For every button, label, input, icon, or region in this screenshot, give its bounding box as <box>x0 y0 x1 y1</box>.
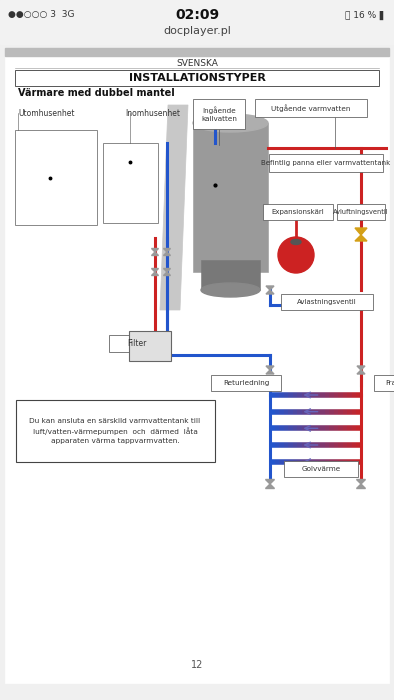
FancyBboxPatch shape <box>193 99 245 129</box>
FancyBboxPatch shape <box>129 331 171 361</box>
Polygon shape <box>355 228 367 235</box>
Text: INSTALLATIONSTYPER: INSTALLATIONSTYPER <box>128 73 266 83</box>
Text: Frami: Frami <box>385 380 394 386</box>
Polygon shape <box>266 366 274 370</box>
Polygon shape <box>152 269 158 272</box>
Polygon shape <box>266 290 274 294</box>
Text: Du kan ansluta en särskild varmvattentank till
luft/vatten-värmepumpen  och  där: Du kan ansluta en särskild varmvattentan… <box>30 418 201 444</box>
Text: Inomhusenhet: Inomhusenhet <box>125 108 180 118</box>
Polygon shape <box>266 286 274 290</box>
Ellipse shape <box>193 114 268 132</box>
FancyBboxPatch shape <box>211 375 281 391</box>
Text: 02:09: 02:09 <box>175 8 219 22</box>
FancyBboxPatch shape <box>15 130 97 225</box>
Polygon shape <box>152 272 158 276</box>
FancyBboxPatch shape <box>16 400 215 462</box>
Polygon shape <box>164 252 171 256</box>
FancyBboxPatch shape <box>109 335 166 352</box>
Text: Utgående varmvatten: Utgående varmvatten <box>271 104 351 112</box>
Polygon shape <box>357 370 365 374</box>
Text: Ingående
kallvatten: Ingående kallvatten <box>201 106 237 122</box>
Polygon shape <box>152 252 158 256</box>
FancyBboxPatch shape <box>15 70 379 86</box>
Text: Filter: Filter <box>127 340 147 349</box>
Polygon shape <box>355 235 367 241</box>
Text: Befintlig panna eller varmvattentank: Befintlig panna eller varmvattentank <box>261 160 390 166</box>
Text: Avluftningsventil: Avluftningsventil <box>333 209 389 215</box>
Polygon shape <box>266 484 275 489</box>
Text: Utomhusenhet: Utomhusenhet <box>18 108 74 118</box>
Bar <box>193 123 268 272</box>
Text: docplayer.pl: docplayer.pl <box>163 26 231 36</box>
Polygon shape <box>357 366 365 370</box>
FancyBboxPatch shape <box>284 461 358 477</box>
Text: Värmare med dubbel mantel: Värmare med dubbel mantel <box>18 88 175 98</box>
Polygon shape <box>266 370 274 374</box>
Polygon shape <box>152 248 158 252</box>
Polygon shape <box>266 480 275 484</box>
Polygon shape <box>164 269 171 272</box>
Text: Expansionskärl: Expansionskärl <box>271 209 324 215</box>
Circle shape <box>278 237 314 273</box>
Text: Returledning: Returledning <box>223 380 269 386</box>
Text: Avlastningsventil: Avlastningsventil <box>297 299 357 305</box>
Text: SVENSKA: SVENSKA <box>176 59 218 67</box>
FancyBboxPatch shape <box>263 204 333 220</box>
Text: ֍ 16 %▐: ֍ 16 %▐ <box>345 10 383 20</box>
Bar <box>5 48 389 56</box>
Text: 12: 12 <box>191 660 203 670</box>
Bar <box>201 260 260 290</box>
Polygon shape <box>357 484 366 489</box>
Polygon shape <box>357 480 366 484</box>
Text: ●●○○○ 3  3G: ●●○○○ 3 3G <box>8 10 74 20</box>
FancyBboxPatch shape <box>269 154 383 172</box>
FancyBboxPatch shape <box>103 143 158 223</box>
Polygon shape <box>164 272 171 276</box>
Ellipse shape <box>201 283 260 297</box>
Polygon shape <box>160 105 188 310</box>
FancyBboxPatch shape <box>374 375 394 391</box>
FancyBboxPatch shape <box>337 204 385 220</box>
Bar <box>0 0 394 44</box>
Ellipse shape <box>291 239 301 244</box>
FancyBboxPatch shape <box>255 99 367 117</box>
Polygon shape <box>164 248 171 252</box>
FancyBboxPatch shape <box>281 294 373 310</box>
Text: Golvvärme: Golvvärme <box>301 466 341 472</box>
